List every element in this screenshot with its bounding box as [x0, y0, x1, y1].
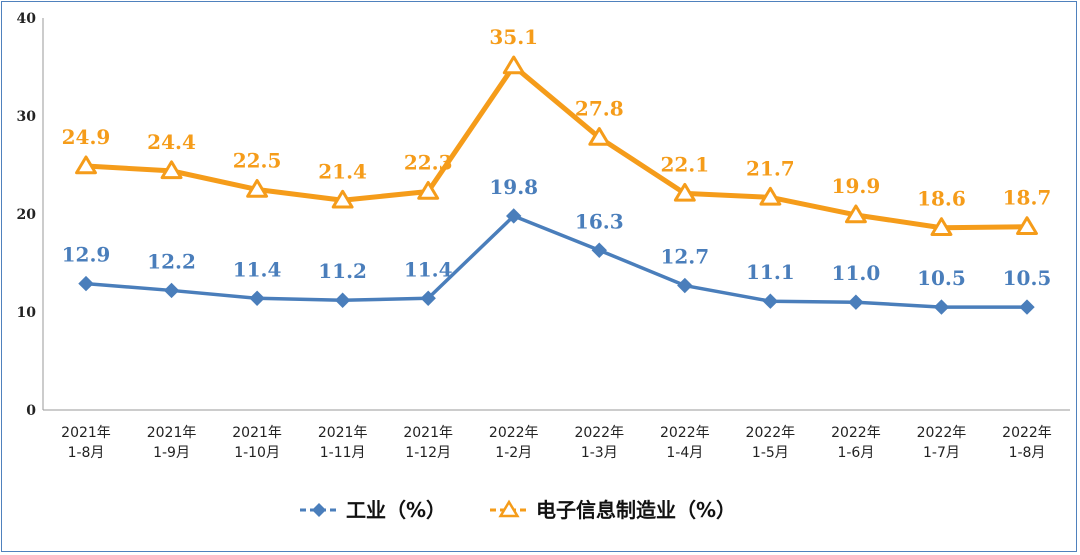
- x-tick-label: 2022年 1-5月: [746, 425, 796, 461]
- data-point-marker: [1019, 299, 1035, 315]
- data-point-marker: [506, 208, 522, 224]
- legend-marker-1: [498, 499, 520, 518]
- data-point-marker: [762, 293, 779, 309]
- data-point-marker: [1016, 216, 1038, 235]
- data-label: 11.0: [832, 261, 881, 285]
- data-point-marker: [249, 290, 265, 306]
- y-tick-label: 10: [17, 305, 37, 321]
- data-label: 11.4: [233, 257, 282, 281]
- data-label: 16.3: [575, 209, 624, 233]
- data-point-marker: [334, 292, 351, 308]
- data-point-marker: [163, 282, 180, 299]
- data-point-marker: [502, 55, 525, 75]
- data-point-marker: [160, 160, 183, 180]
- x-tick-label: 2022年 1-6月: [831, 425, 881, 461]
- y-tick-label: 40: [17, 11, 37, 27]
- x-tick-label: 2022年 1-4月: [660, 425, 710, 461]
- data-label: 21.4: [318, 159, 367, 183]
- data-label: 24.4: [147, 130, 196, 154]
- data-label: 19.8: [489, 175, 538, 199]
- x-tick-label: 2022年 1-7月: [917, 425, 967, 461]
- data-point-marker: [933, 299, 950, 315]
- y-tick-label: 20: [17, 207, 37, 223]
- legend-marker-0: [312, 503, 326, 517]
- y-tick-label: 0: [26, 403, 36, 419]
- data-label: 22.1: [660, 152, 709, 176]
- data-point-marker: [417, 180, 440, 200]
- data-label: 11.4: [404, 257, 453, 281]
- data-label: 10.5: [1003, 266, 1052, 290]
- data-point-marker: [420, 290, 436, 306]
- data-point-marker: [331, 189, 354, 209]
- data-label: 22.5: [233, 149, 282, 173]
- x-tick-label: 2021年 1-10月: [232, 425, 282, 461]
- data-point-marker: [759, 186, 782, 206]
- data-label: 12.2: [147, 249, 196, 273]
- x-tick-label: 2021年 1-9月: [147, 425, 197, 461]
- data-point-marker: [844, 204, 867, 224]
- data-point-marker: [677, 277, 693, 294]
- data-label: 12.9: [62, 243, 111, 267]
- data-label: 35.1: [489, 25, 538, 49]
- data-point-marker: [78, 275, 94, 292]
- data-label: 18.6: [917, 187, 966, 211]
- x-tick-label: 2021年 1-11月: [318, 425, 368, 461]
- x-tick-label: 2021年 1-8月: [61, 425, 111, 461]
- data-label: 22.3: [404, 150, 453, 174]
- data-label: 19.9: [832, 174, 881, 198]
- x-tick-label: 2022年 1-2月: [489, 425, 539, 461]
- data-label: 11.1: [746, 260, 795, 284]
- legend-label-0: 工业（%）: [346, 498, 446, 522]
- data-label: 12.7: [660, 245, 709, 269]
- x-tick-label: 2022年 1-8月: [1002, 425, 1052, 461]
- data-label: 10.5: [917, 266, 966, 290]
- y-tick-label: 30: [17, 109, 37, 125]
- x-tick-label: 2022年 1-3月: [574, 425, 624, 461]
- data-point-marker: [588, 127, 611, 146]
- data-label: 24.9: [62, 125, 111, 149]
- data-point-marker: [591, 242, 607, 258]
- series-line-1: [83, 63, 1030, 231]
- data-point-marker: [75, 155, 97, 175]
- series-line-0: [84, 214, 1029, 309]
- data-label: 18.7: [1003, 186, 1052, 210]
- data-label: 11.2: [318, 259, 367, 283]
- data-point-marker: [673, 182, 696, 202]
- data-point-marker: [848, 294, 864, 310]
- data-point-marker: [930, 217, 953, 236]
- legend-label-1: 电子信息制造业（%）: [536, 498, 736, 522]
- data-point-marker: [246, 179, 269, 198]
- data-label: 21.7: [746, 156, 795, 180]
- data-label: 27.8: [575, 97, 624, 121]
- x-tick-label: 2021年 1-12月: [403, 425, 453, 461]
